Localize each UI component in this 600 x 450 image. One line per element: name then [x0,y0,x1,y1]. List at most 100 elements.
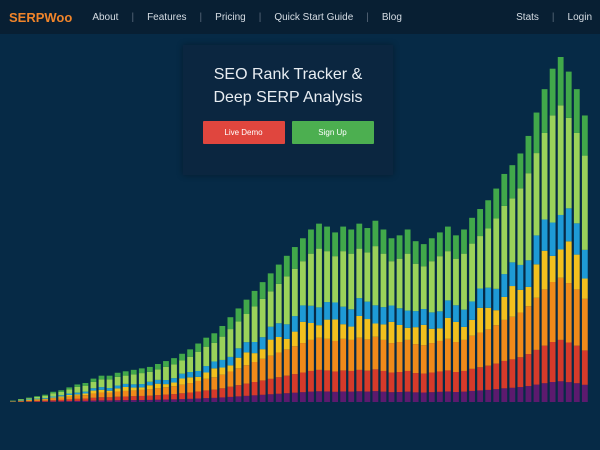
chart-bar-segment [541,219,548,251]
chart-bar-segment [372,305,379,324]
chart-bar-segment [509,198,516,263]
nav-blog[interactable]: Blog [381,11,402,23]
chart-bar-segment [155,379,161,384]
chart-bar-segment [485,307,492,330]
chart-bar-segment [58,391,65,396]
chart-bar-segment [533,349,540,385]
chart-bar-segment [461,326,467,340]
chart-bar-segment [428,261,435,313]
chart-bar-segment [445,391,451,402]
live-demo-button[interactable]: Live Demo [202,121,285,144]
chart-bar-segment [187,356,194,373]
chart-bar-segment [259,394,266,402]
chart-bar-segment [251,353,258,363]
chart-bar-segment [42,399,49,401]
chart-bar-segment [138,395,145,400]
chart-bar-segment [211,361,218,369]
chart-bar-segment [501,360,508,389]
nav-separator: | [131,11,135,23]
chart-bar-segment [74,384,81,387]
chart-bar-segment [179,393,185,400]
chart-bar-segment [525,135,532,174]
chart-bar-segment [420,373,427,393]
chart-bar-segment [122,396,129,401]
chart-bar-segment [66,393,73,395]
chart-bar-segment [291,392,298,402]
chart-bar-segment [219,336,226,360]
chart-bar-segment [364,252,371,302]
chart-bar-segment [501,205,508,275]
chart-bar-segment [509,262,516,287]
chart-bar-segment [267,273,274,292]
chart-bar-segment [146,381,153,386]
chart-bar-segment [453,235,459,259]
chart-bar-segment [445,300,451,318]
chart-bar-segment [420,324,427,346]
chart-bar-segment [412,311,419,328]
chart-bar-segment [340,338,347,371]
chart-bar-segment [179,373,185,379]
chart-bar-segment [557,381,564,402]
chart-bar-segment [138,399,145,402]
chart-bar-segment [573,289,580,346]
nav-features[interactable]: Features [147,11,187,23]
chart-bar-segment [130,400,137,402]
chart-bar-segment [380,253,387,308]
nav-stats[interactable]: Stats [516,11,539,23]
chart-bar-segment [74,392,81,395]
chart-bar-segment [251,290,258,307]
chart-bar-segment [163,387,169,395]
chart-bar-segment [445,317,451,339]
nav-pricing[interactable]: Pricing [215,11,246,23]
chart-bar-segment [114,385,121,389]
chart-bar-segment [356,337,363,370]
chart-bar-segment [348,326,355,340]
nav-login[interactable]: Login [567,11,592,23]
chart-bar-segment [436,391,443,402]
nav-about[interactable]: About [92,11,119,23]
chart-bar-segment [525,260,532,287]
chart-bar-segment [364,301,371,320]
chart-bar-segment [412,373,419,393]
chart-bar-segment [461,391,467,402]
chart-bar-segment [50,400,57,402]
chart-bar-segment [509,286,516,317]
chart-bar-segment [243,395,250,402]
chart-bar-segment [267,394,274,402]
chart-bar-segment [82,398,89,401]
sign-up-button[interactable]: Sign Up [291,121,374,144]
chart-bar-segment [348,391,355,402]
chart-bar-segment [485,365,492,390]
chart-bar-segment [388,321,395,344]
chart-bar-segment [573,383,580,402]
chart-bar-segment [308,253,314,306]
chart-bar-segment [58,399,65,402]
chart-bar-segment [388,305,395,322]
chart-bar-segment [364,319,371,340]
chart-bar-segment [404,310,411,328]
nav-quick-start-guide[interactable]: Quick Start Guide [274,11,354,23]
chart-bar-segment [227,356,234,366]
chart-bar-segment [308,305,314,323]
chart-bar-segment [251,362,258,382]
chart-bar-segment [211,397,218,402]
chart-bar-segment [82,383,89,386]
chart-bar-segment [243,299,250,314]
chart-bar-segment [90,390,97,394]
chart-bar-segment [501,319,508,361]
chart-bar-segment [50,397,57,399]
chart-bar-segment [98,379,105,388]
chart-bar-segment [146,366,153,372]
chart-bar-segment [493,288,500,311]
chart-bar-segment [332,256,339,303]
chart-bar-segment [557,214,564,250]
chart-bar-segment [501,388,508,402]
chart-bar-segment [42,400,49,402]
chart-bar-segment [171,382,177,387]
chart-bar-segment [179,353,185,361]
brand-logo[interactable]: SERPWoo [9,9,73,25]
chart-bar-segment [203,337,210,347]
chart-bar-segment [404,391,411,402]
chart-bar-segment [324,338,330,371]
